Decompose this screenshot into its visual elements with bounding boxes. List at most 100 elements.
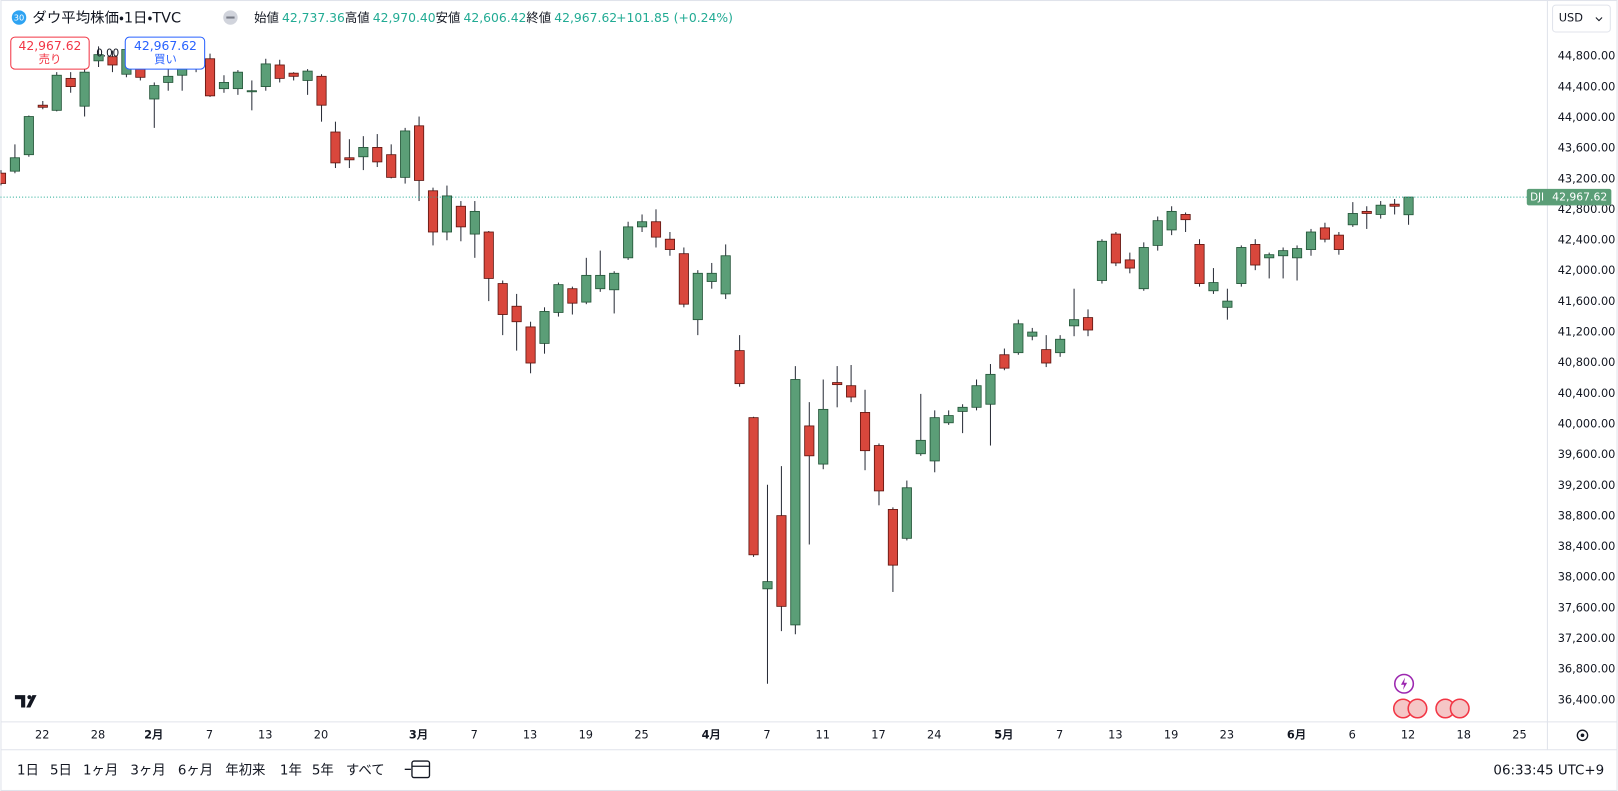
range-button[interactable]: 5年: [312, 762, 334, 778]
x-tick-label: 20: [314, 727, 328, 741]
candle-body: [957, 406, 968, 412]
range-button[interactable]: 1ヶ月: [83, 763, 118, 778]
candle-body: [51, 74, 62, 111]
y-tick-label: 41,600.00: [1558, 294, 1616, 308]
candle-body: [469, 210, 480, 235]
y-tick-label: 42,800.00: [1558, 202, 1616, 216]
x-tick-label: 7: [471, 727, 478, 741]
candle-body: [832, 382, 843, 386]
flag-icon[interactable]: [1449, 698, 1470, 719]
ohlc-value: 42,970.40: [373, 11, 436, 25]
candle-body: [386, 154, 397, 178]
candle-body: [427, 190, 439, 233]
symbol-badge: [11, 10, 27, 25]
candle-body: [1292, 248, 1303, 259]
range-button[interactable]: 1日: [17, 763, 39, 778]
event-flags[interactable]: [1392, 698, 1470, 719]
candle-body: [567, 288, 578, 304]
candle-body: [650, 221, 662, 238]
x-tick-label: 17: [871, 727, 885, 741]
candle-body: [1027, 331, 1038, 337]
candle-body: [762, 581, 773, 590]
candle-body: [1055, 338, 1066, 354]
y-tick-label: 36,400.00: [1558, 692, 1616, 706]
sell-button[interactable]: [10, 36, 90, 70]
ohlc-label: 終値: [526, 10, 551, 25]
range-button[interactable]: 6ヶ月: [178, 763, 213, 778]
candle-body: [232, 71, 243, 90]
candle-body: [595, 274, 606, 290]
y-tick-label: 39,600.00: [1558, 447, 1616, 461]
status-dot-bar: [226, 16, 235, 19]
candle-body: [372, 147, 383, 163]
candle-body: [734, 350, 745, 385]
ohlc-value: 42,606.42: [464, 11, 527, 25]
x-tick-label: 13: [523, 727, 537, 741]
x-tick-label: 23: [1220, 727, 1234, 741]
x-tick-label: 22: [35, 727, 49, 741]
y-tick-label: 39,200.00: [1558, 478, 1616, 492]
candle-body: [609, 272, 620, 291]
spread: 0.00: [96, 48, 119, 60]
last-price-label: 42,967.62: [1552, 191, 1607, 204]
range-button[interactable]: 1年: [280, 762, 302, 778]
range-button[interactable]: 3ヶ月: [130, 763, 165, 778]
candle-body: [818, 408, 829, 465]
x-tick-label: 18: [1457, 727, 1471, 741]
candle-body: [539, 311, 550, 344]
x-tick-label: 12: [1401, 727, 1415, 741]
icon-box: [411, 760, 431, 779]
buy-button[interactable]: [124, 36, 206, 70]
candle-body: [1375, 204, 1386, 215]
candle-body: [274, 64, 285, 79]
candle-body: [1250, 244, 1261, 266]
ohlc-value: 42,967.62: [554, 11, 617, 25]
candle-body: [553, 284, 564, 313]
candle-body: [330, 131, 341, 164]
flag-icon[interactable]: [1407, 698, 1428, 719]
settings-icon[interactable]: [1576, 729, 1589, 742]
candle-body: [344, 157, 355, 161]
candle-body: [804, 425, 815, 457]
x-tick-label: 13: [1108, 727, 1122, 741]
ohlc-label: 高値: [345, 10, 370, 25]
candle-body: [302, 70, 313, 81]
x-tick-label: 2月: [144, 727, 163, 741]
candle-body: [943, 415, 954, 424]
x-tick-label: 3月: [409, 727, 428, 741]
candle-body: [1152, 220, 1163, 246]
x-tick-label: 6: [1349, 727, 1356, 741]
y-tick-label: 37,200.00: [1558, 631, 1616, 645]
y-tick-label: 42,400.00: [1558, 233, 1616, 247]
x-tick-label: 24: [927, 727, 941, 741]
logo: [14, 695, 37, 708]
candle-body: [204, 58, 216, 97]
candle-body: [525, 326, 536, 364]
x-tick-label: 7: [1056, 727, 1063, 741]
ohlc-value: 42,737.36: [282, 11, 345, 25]
y-tick-label: 43,600.00: [1558, 141, 1616, 155]
symbol-title[interactable]: ダウ平均株価・1日・TVC: [32, 10, 181, 27]
candle-body: [149, 85, 160, 100]
range-button[interactable]: すべて: [346, 762, 385, 778]
range-button[interactable]: 5日: [50, 763, 72, 778]
candle-body: [859, 412, 871, 452]
y-tick-label: 36,800.00: [1558, 662, 1616, 676]
x-tick-label: 19: [1164, 727, 1178, 741]
candle-body: [107, 56, 118, 66]
candle-body: [664, 238, 675, 250]
y-tick-label: 37,600.00: [1558, 600, 1616, 614]
candle-body: [1096, 240, 1108, 281]
currency-select[interactable]: [1552, 4, 1611, 33]
date-range-icon[interactable]: [404, 760, 431, 779]
candle-body: [1166, 210, 1177, 231]
range-button[interactable]: 年初来: [225, 762, 265, 778]
x-tick-label: 28: [91, 727, 105, 741]
chevron: [1595, 17, 1603, 22]
candle-body: [441, 195, 453, 233]
candle-body: [929, 417, 940, 462]
candle-body: [1389, 203, 1400, 207]
candle-body: [511, 305, 522, 323]
